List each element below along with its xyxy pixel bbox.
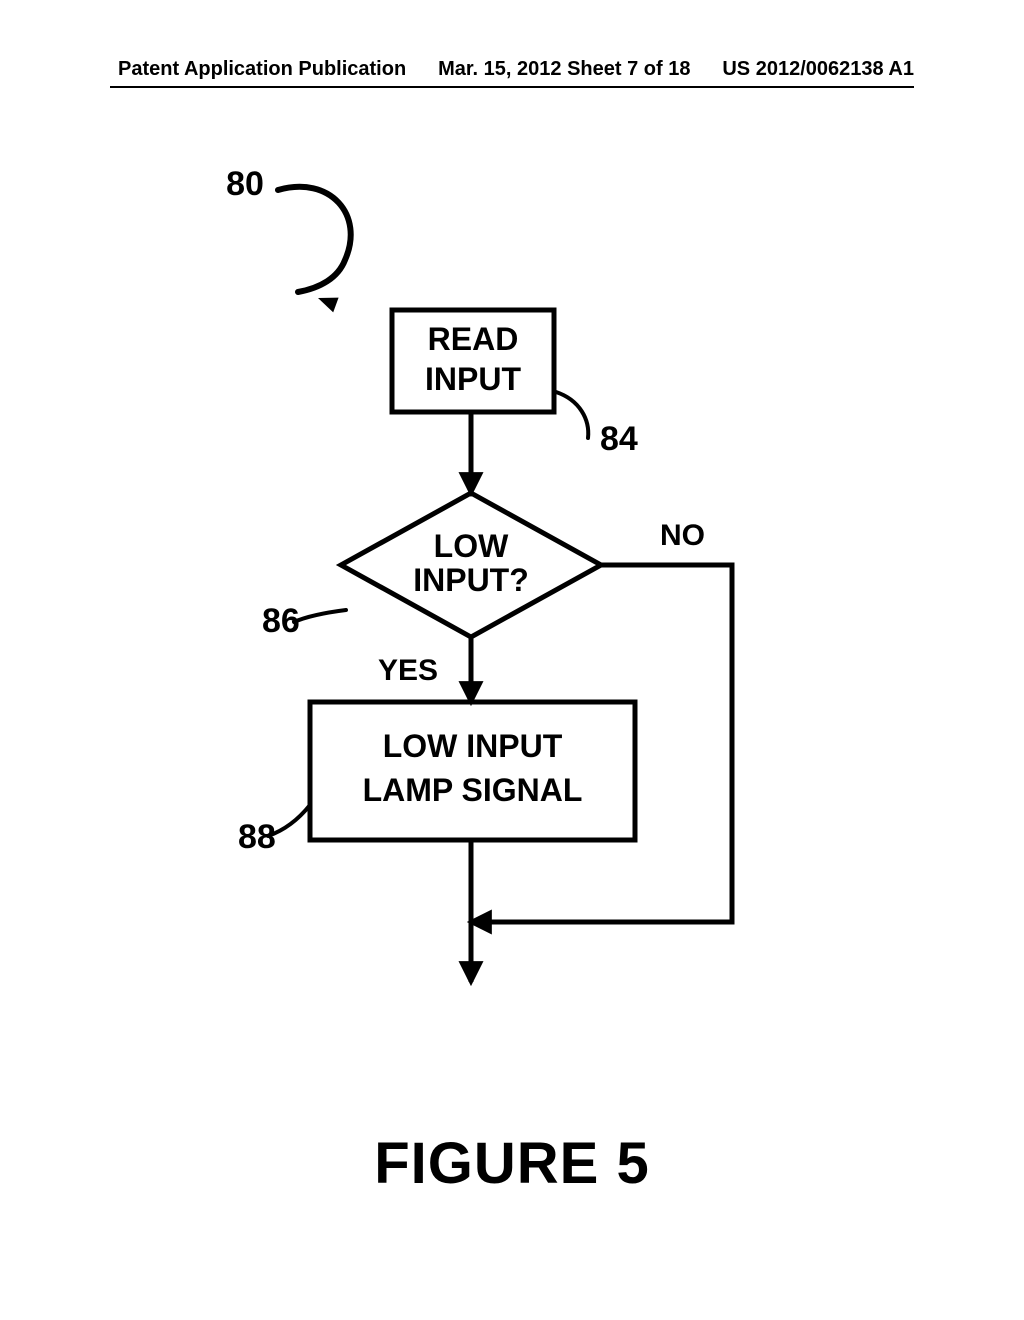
ref-connector [294, 610, 346, 622]
ref-number-84: 84 [600, 420, 638, 458]
flowchart-container: READ INPUT LOWINPUT? LOW INPUT LAMP SIGNAL NO… [0, 120, 1024, 1120]
flowchart-svg: READ INPUT LOWINPUT? LOW INPUT LAMP SIGNAL NO… [0, 120, 1024, 1120]
branch-label-no: NO [660, 519, 705, 552]
ref-connector [556, 392, 588, 438]
pointer-80-arrowhead [318, 289, 344, 315]
ref-number-80: 80 [226, 165, 264, 203]
node-read-input-text: READ [428, 321, 519, 357]
node-lamp-signal-text: LAMP SIGNAL [363, 772, 583, 808]
header-left: Patent Application Publication [118, 58, 406, 81]
page-header: Patent Application Publication Mar. 15, … [0, 58, 1024, 81]
branch-label-yes: YES [378, 654, 438, 687]
figure-title: FIGURE 5 [0, 1130, 1024, 1197]
node-low-input-text: INPUT? [413, 562, 529, 598]
node-lamp-signal [310, 702, 635, 840]
node-lamp-signal-text: LOW INPUT [383, 728, 563, 764]
header-rule [110, 86, 914, 88]
pointer-80-curve [278, 187, 351, 292]
header-right: US 2012/0062138 A1 [722, 58, 914, 81]
header-center: Mar. 15, 2012 Sheet 7 of 18 [438, 58, 690, 81]
node-low-input-text: LOW [434, 528, 509, 564]
page: Patent Application Publication Mar. 15, … [0, 0, 1024, 1320]
node-read-input-text: INPUT [425, 361, 521, 397]
